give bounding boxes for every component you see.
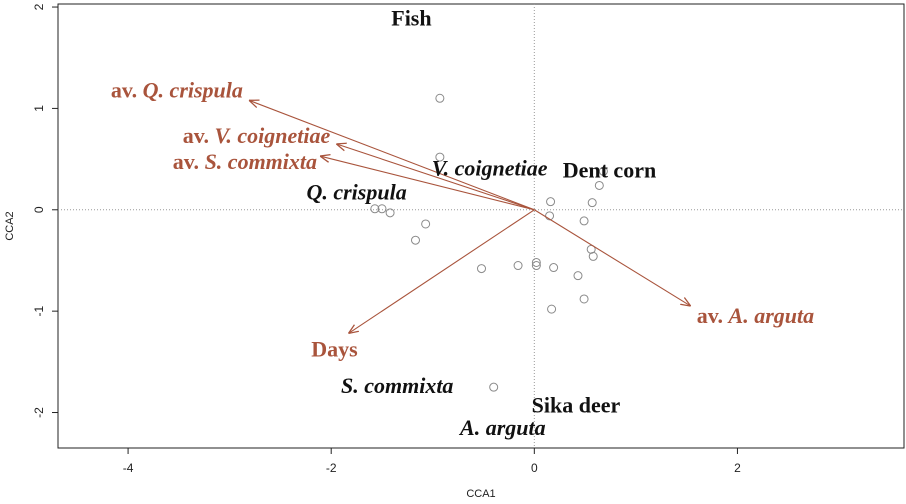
arrow bbox=[249, 100, 535, 211]
centroid-label: V. coignetiae bbox=[432, 155, 548, 180]
x-axis-title: CCA1 bbox=[466, 488, 495, 500]
arrow-label-prefix: av. bbox=[697, 303, 723, 328]
site-point bbox=[587, 198, 597, 208]
x-tick-label: 0 bbox=[531, 461, 538, 475]
arrow-label: av. A. arguta bbox=[697, 303, 814, 328]
site-point bbox=[549, 263, 559, 273]
centroid-label: Fish bbox=[391, 5, 431, 30]
arrow-label: av. S. commixta bbox=[173, 149, 317, 174]
site-point bbox=[435, 152, 445, 162]
y-tick-label: 1 bbox=[32, 105, 46, 112]
centroid-label: S. commixta bbox=[341, 373, 453, 398]
centroid-label: A. arguta bbox=[458, 415, 546, 440]
arrow-label: Days bbox=[311, 336, 358, 361]
site-point bbox=[573, 271, 583, 281]
site-point bbox=[579, 216, 589, 226]
site-point bbox=[588, 251, 598, 261]
site-point bbox=[531, 261, 541, 271]
y-tick-label: -1 bbox=[32, 305, 46, 316]
site-point bbox=[421, 219, 431, 229]
site-point bbox=[377, 204, 387, 214]
site-point bbox=[545, 211, 555, 221]
arrow-label: av. V. coignetiae bbox=[183, 123, 331, 148]
y-tick-label: 0 bbox=[32, 206, 46, 213]
site-point bbox=[435, 93, 445, 103]
x-tick-label: -4 bbox=[123, 461, 134, 475]
site-point bbox=[489, 382, 499, 392]
site-point bbox=[410, 235, 420, 245]
arrow bbox=[348, 209, 535, 334]
arrow-label-name: Q. crispula bbox=[143, 77, 243, 102]
site-point bbox=[477, 264, 487, 274]
arrow bbox=[534, 209, 690, 306]
centroid-label: Sika deer bbox=[532, 392, 621, 417]
site-point bbox=[370, 204, 380, 214]
arrow-label-prefix: av. bbox=[173, 149, 199, 174]
y-tick-label: -2 bbox=[32, 407, 46, 418]
arrow-label-name: S. commixta bbox=[205, 149, 317, 174]
centroid-label: Q. crispula bbox=[306, 180, 406, 205]
site-point bbox=[579, 294, 589, 304]
site-point bbox=[594, 180, 604, 190]
site-point bbox=[547, 304, 557, 314]
y-axis-title: CCA2 bbox=[4, 211, 16, 240]
x-tick-label: -2 bbox=[326, 461, 337, 475]
site-point bbox=[531, 257, 541, 267]
arrow bbox=[320, 156, 535, 211]
arrow-label-name: V. coignetiae bbox=[215, 123, 331, 148]
site-point bbox=[385, 208, 395, 218]
arrow-label: av. Q. crispula bbox=[111, 77, 243, 102]
arrow-label-prefix: av. bbox=[111, 77, 137, 102]
centroid-label: Dent corn bbox=[563, 157, 656, 182]
arrow bbox=[336, 144, 535, 211]
y-tick-label: 2 bbox=[32, 3, 46, 10]
site-point bbox=[546, 197, 556, 207]
site-point bbox=[598, 166, 608, 176]
arrow-label-prefix: av. bbox=[183, 123, 209, 148]
arrow-label-name: Days bbox=[311, 336, 358, 361]
arrow-label-name: A. arguta bbox=[727, 303, 815, 328]
plot-frame bbox=[57, 3, 905, 449]
site-point bbox=[513, 261, 523, 271]
x-tick-label: 2 bbox=[734, 461, 741, 475]
